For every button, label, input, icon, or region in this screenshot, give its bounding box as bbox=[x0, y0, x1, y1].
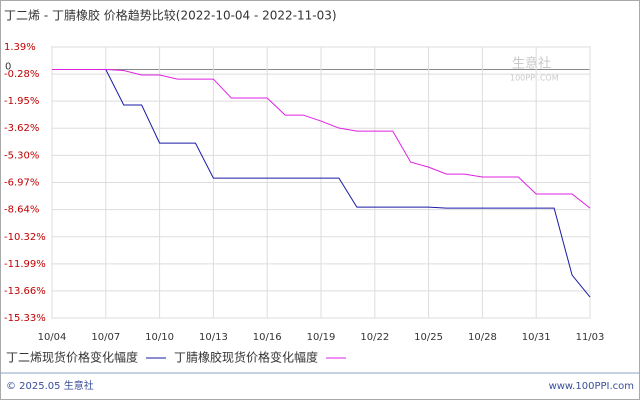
x-tick-label: 10/10 bbox=[145, 332, 174, 343]
footer-left: © 2025.05 生意社 bbox=[6, 379, 94, 392]
series-line bbox=[52, 69, 591, 298]
x-tick-label: 10/25 bbox=[414, 332, 443, 343]
y-tick-label: -1.95% bbox=[4, 96, 39, 107]
y-tick-label: -0.28% bbox=[4, 69, 39, 80]
x-tick-label: 10/16 bbox=[253, 332, 282, 343]
x-tick-label: 10/13 bbox=[199, 332, 228, 343]
x-tick-label: 10/31 bbox=[522, 332, 551, 343]
y-tick-label: -3.62% bbox=[4, 123, 39, 134]
x-tick-label: 10/19 bbox=[307, 332, 336, 343]
y-tick-label: 1.39% bbox=[4, 42, 36, 53]
y-tick-label: -8.64% bbox=[4, 205, 39, 216]
x-tick-label: 10/07 bbox=[91, 332, 120, 343]
watermark: 生意社 bbox=[512, 56, 551, 72]
y-tick-label: -6.97% bbox=[4, 178, 39, 189]
zero-label: 0 bbox=[5, 62, 11, 73]
watermark-site: 100PPI.COM bbox=[510, 74, 559, 83]
legend-label: 丁腈橡胶现货价格变化幅度 bbox=[174, 350, 318, 365]
y-tick-label: -10.32% bbox=[4, 232, 46, 243]
x-tick-label: 10/28 bbox=[468, 332, 497, 343]
legend-label: 丁二烯现货价格变化幅度 bbox=[6, 350, 138, 365]
y-tick-label: -15.33% bbox=[4, 313, 46, 324]
footer-right: www.100PPI.com bbox=[549, 381, 634, 392]
x-tick-label: 10/22 bbox=[360, 332, 389, 343]
series-line bbox=[52, 69, 591, 209]
x-tick-label: 10/04 bbox=[38, 332, 67, 343]
y-tick-label: -11.99% bbox=[4, 259, 46, 270]
y-tick-label: -13.66% bbox=[4, 286, 46, 297]
y-tick-label: -5.30% bbox=[4, 150, 39, 161]
x-tick-label: 11/03 bbox=[576, 332, 605, 343]
chart-title: 丁二烯 - 丁腈橡胶 价格趋势比较(2022-10-04 - 2022-11-0… bbox=[4, 8, 337, 23]
